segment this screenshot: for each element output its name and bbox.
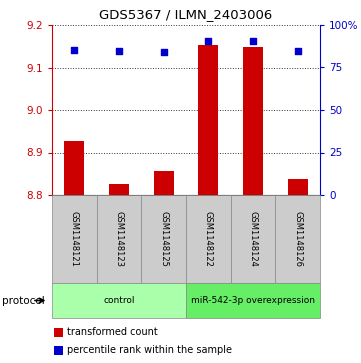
Point xyxy=(250,38,256,44)
Title: GDS5367 / ILMN_2403006: GDS5367 / ILMN_2403006 xyxy=(99,8,273,21)
Bar xyxy=(64,140,84,195)
Bar xyxy=(109,184,129,195)
Text: percentile rank within the sample: percentile rank within the sample xyxy=(67,345,232,355)
Text: GSM1148125: GSM1148125 xyxy=(159,211,168,267)
Text: GSM1148124: GSM1148124 xyxy=(248,211,257,267)
Point xyxy=(116,48,122,54)
Text: protocol: protocol xyxy=(2,295,44,306)
Text: control: control xyxy=(103,296,135,305)
Text: GSM1148126: GSM1148126 xyxy=(293,211,302,267)
Text: miR-542-3p overexpression: miR-542-3p overexpression xyxy=(191,296,315,305)
Bar xyxy=(198,45,218,195)
Point xyxy=(295,48,301,53)
Text: transformed count: transformed count xyxy=(67,327,157,337)
Text: GSM1148121: GSM1148121 xyxy=(70,211,79,267)
Text: GSM1148123: GSM1148123 xyxy=(114,211,123,267)
Bar xyxy=(243,47,263,195)
Bar xyxy=(154,171,174,195)
Point xyxy=(161,49,166,55)
Bar xyxy=(288,179,308,195)
Point xyxy=(71,47,77,53)
Text: GSM1148122: GSM1148122 xyxy=(204,211,213,267)
Point xyxy=(205,38,211,44)
